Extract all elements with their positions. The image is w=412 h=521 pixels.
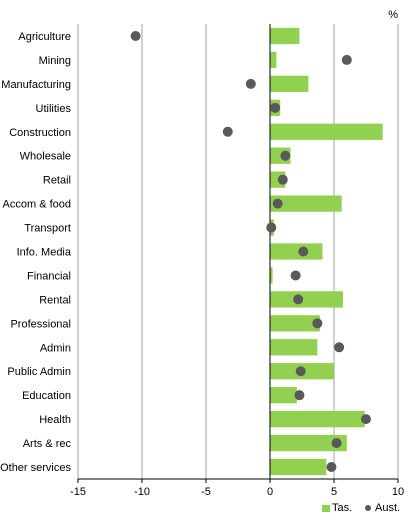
dot (272, 198, 283, 209)
bar (270, 339, 318, 356)
category-label: Professional (10, 318, 71, 330)
dot (245, 78, 256, 89)
dot (331, 438, 342, 449)
dot (270, 102, 281, 113)
category-label: Info. Media (17, 247, 72, 259)
bar (270, 410, 365, 428)
dot (312, 318, 323, 329)
category-label: Health (39, 414, 71, 426)
category-labels: Agriculture Mining Manufacturing Utilities C… (0, 31, 72, 474)
x-tick-label: 10 (392, 486, 404, 498)
bar (270, 75, 309, 93)
dot (222, 126, 233, 137)
bar (270, 387, 297, 404)
dot (295, 366, 306, 377)
legend-label: Tas. (332, 502, 352, 514)
legend: Tas. Aust. (322, 502, 400, 514)
dot (277, 174, 288, 185)
dot (290, 270, 301, 281)
bar (270, 315, 320, 332)
unit-label: % (388, 9, 398, 21)
category-label: Agriculture (18, 31, 71, 43)
dot-series (130, 30, 371, 473)
category-label: Wholesale (20, 151, 71, 163)
bar (270, 291, 343, 308)
dot (280, 150, 291, 161)
bar (270, 434, 347, 452)
bar (270, 195, 342, 212)
category-label: Education (22, 390, 71, 402)
dot (341, 54, 352, 65)
bar (270, 51, 277, 69)
dot (361, 414, 371, 425)
x-tick-label: 5 (331, 486, 337, 498)
dot (293, 294, 304, 305)
bar (270, 27, 300, 45)
bar (270, 267, 273, 284)
x-tick-labels: -15 -10 -5 0 5 10 (70, 486, 404, 498)
category-label: Rental (39, 294, 71, 306)
dot (294, 390, 305, 401)
category-label: Financial (27, 270, 71, 282)
bar-series (270, 27, 383, 476)
dot (298, 246, 309, 257)
category-label: Admin (40, 342, 71, 354)
x-tick-label: -10 (134, 486, 150, 498)
dot (266, 222, 277, 233)
category-label: Manufacturing (1, 79, 71, 91)
legend-label: Aust. (375, 502, 400, 514)
dot (334, 342, 345, 353)
x-tick-label: -15 (70, 486, 86, 498)
category-label: Accom & food (3, 199, 71, 211)
legend-swatch-dot (365, 505, 371, 511)
category-label: Construction (9, 127, 71, 139)
gridlines (77, 24, 399, 479)
category-label: Transport (24, 223, 71, 235)
category-label: Other services (0, 462, 71, 474)
category-label: Utilities (36, 103, 72, 115)
legend-swatch-bar (322, 505, 330, 512)
dot (326, 462, 337, 473)
axes (77, 24, 399, 483)
category-label: Retail (43, 175, 71, 187)
x-tick-label: -5 (201, 486, 211, 498)
category-label: Mining (39, 55, 71, 67)
dot (130, 30, 141, 41)
bar (270, 243, 323, 260)
x-tick-label: 0 (267, 486, 273, 498)
bar (270, 123, 383, 140)
bar (270, 458, 327, 476)
category-label: Arts & rec (23, 438, 72, 450)
category-label: Public Admin (7, 366, 71, 378)
